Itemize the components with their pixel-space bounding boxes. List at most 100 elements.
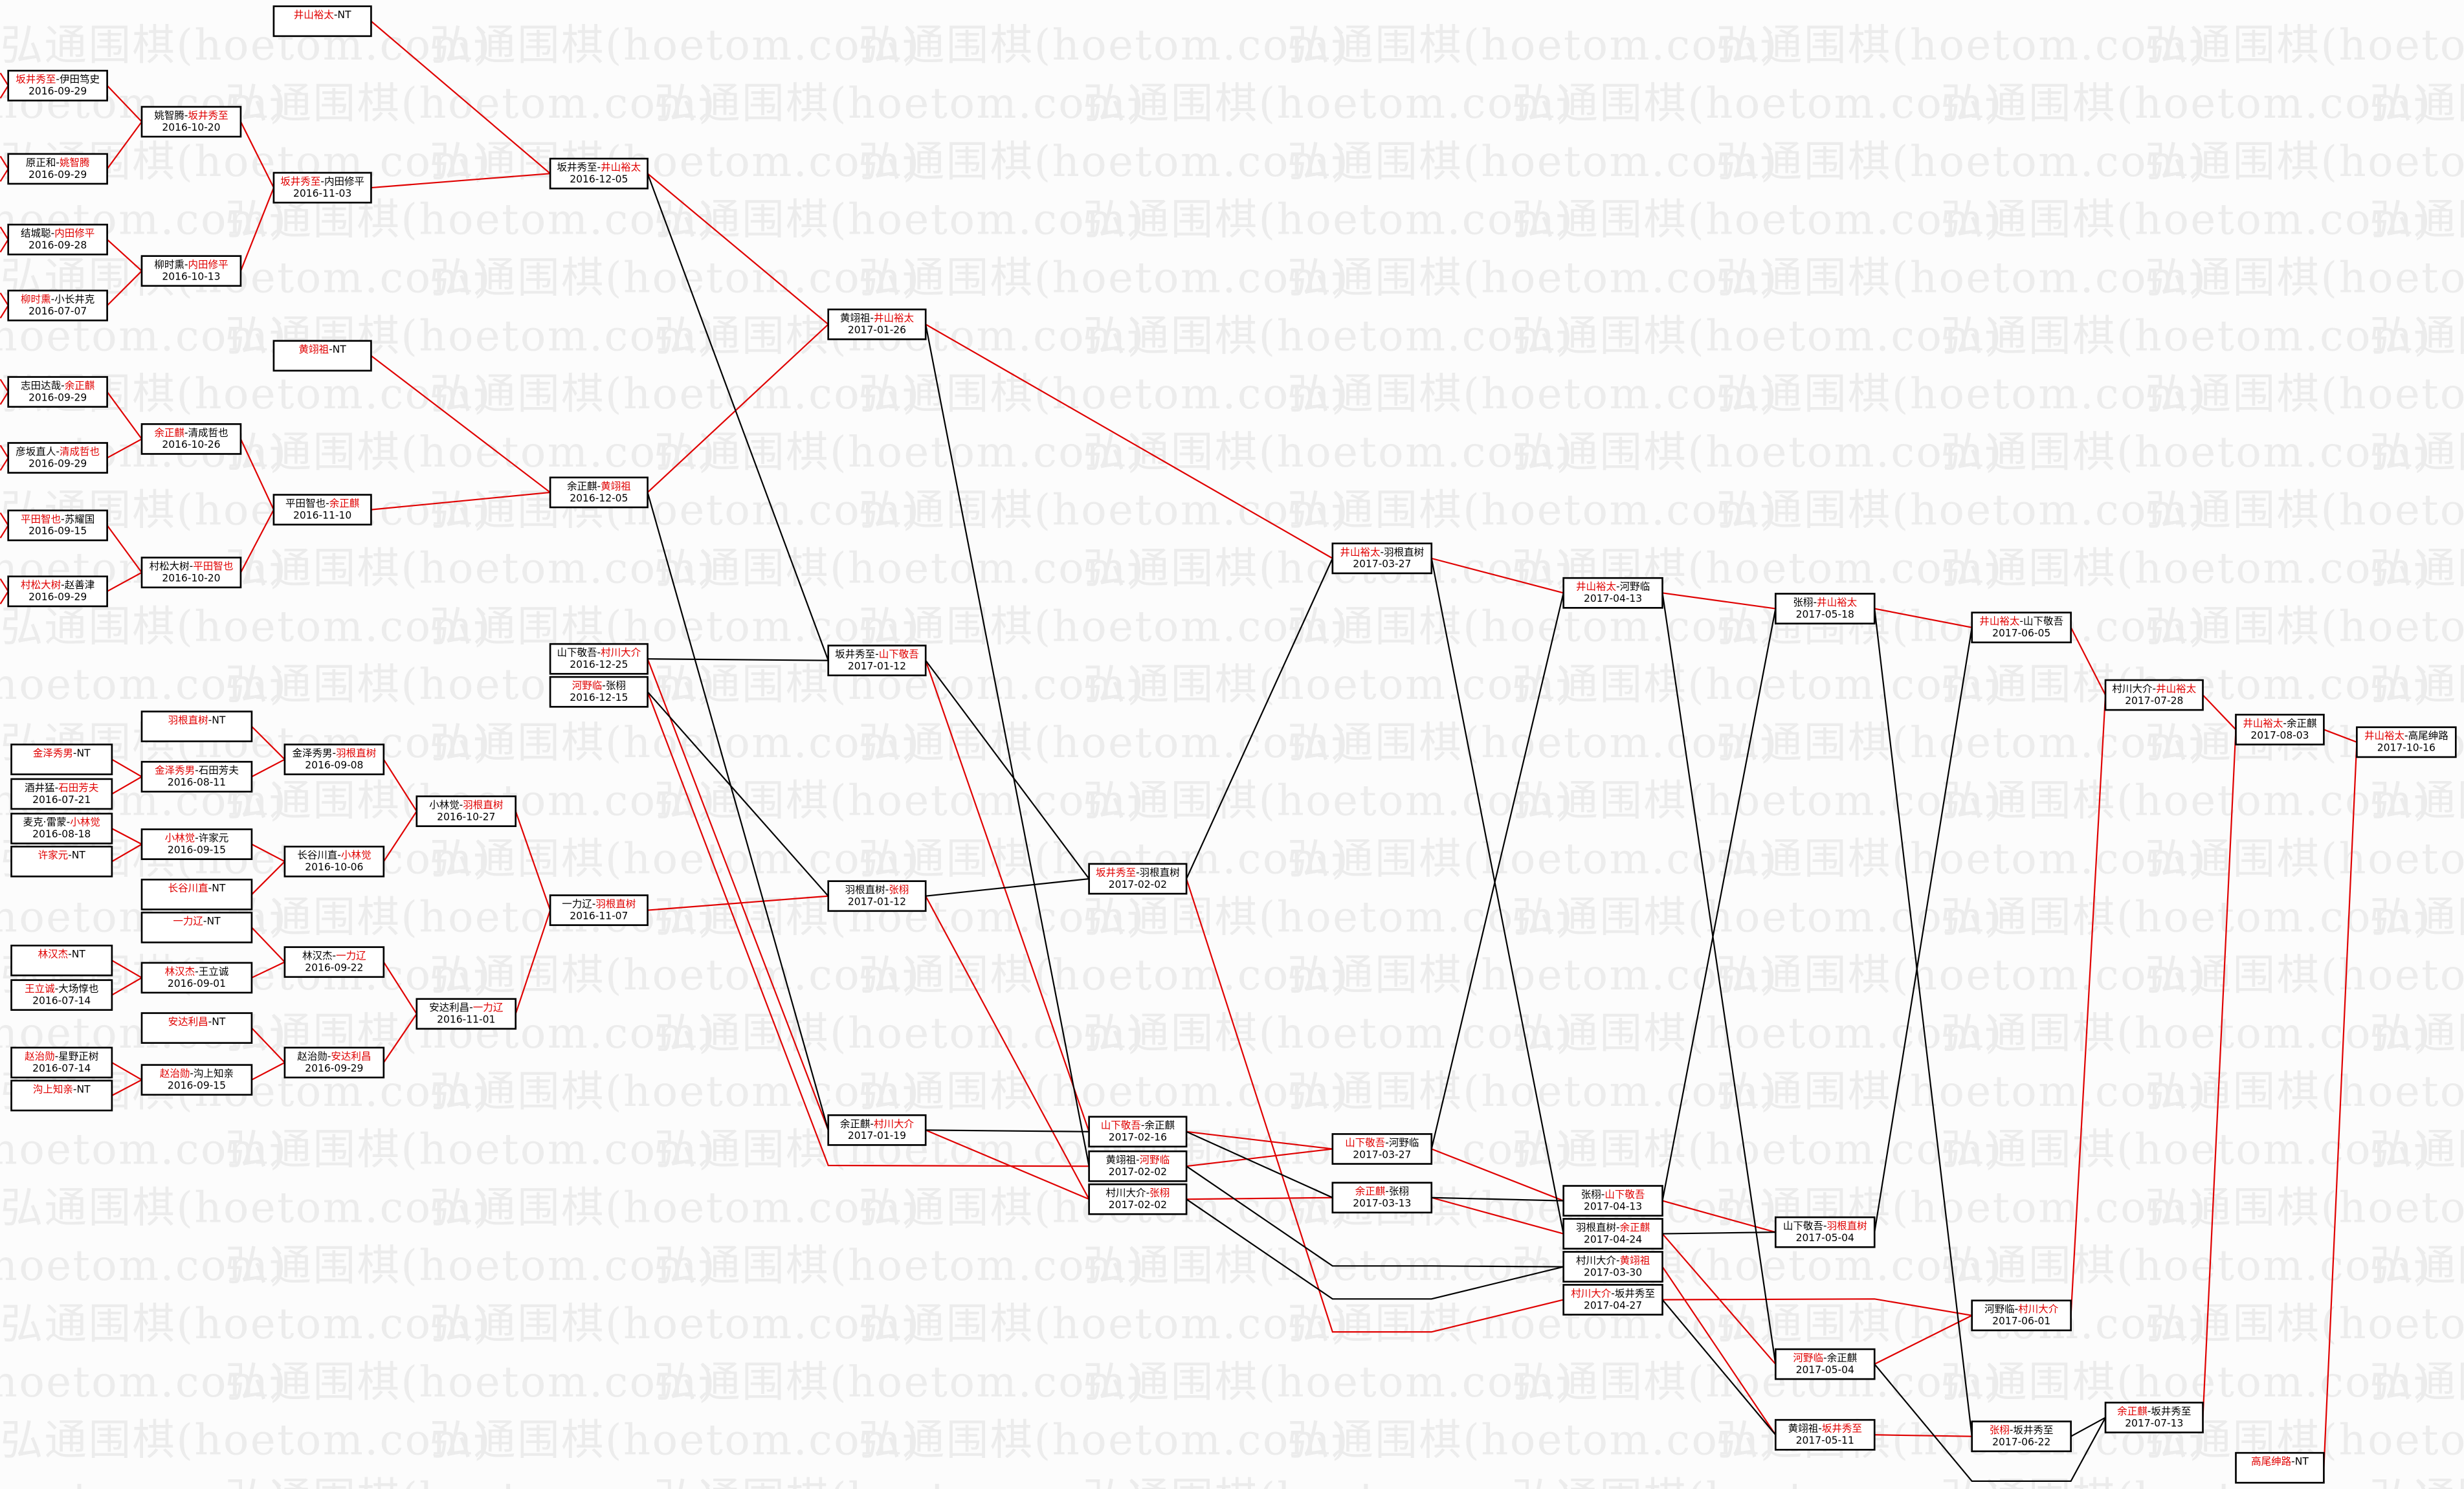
watermark-text: 弘通围棋(hoetom.com) <box>858 21 1349 70</box>
match-box-B5[interactable]: 林汉杰-NT <box>10 944 113 976</box>
separator: - <box>1385 1186 1389 1197</box>
match-box-B4[interactable]: 许家元-NT <box>10 845 113 877</box>
match-box-D1[interactable]: 井山裕太-NT <box>272 5 372 38</box>
separator: - <box>55 983 59 995</box>
player-2: 张栩 <box>1149 1187 1170 1199</box>
player-2: 余正麒 <box>2287 717 2317 729</box>
match-box-border <box>10 812 113 844</box>
watermark-text: 弘通围棋(hoetom.com) <box>1940 544 2432 593</box>
player-2: 黄翊祖 <box>1620 1255 1650 1266</box>
match-box-B1[interactable]: 金泽秀男-NT <box>10 744 113 775</box>
match-box-N2[interactable]: 高尾绅路-NT <box>2235 1451 2325 1484</box>
watermark-text: 弘通围棋(hoetom.com) <box>1940 1241 2432 1290</box>
match-box-C5[interactable]: 羽根直树-NT <box>140 711 253 742</box>
player-1: 村川大介 <box>1571 1288 1612 1299</box>
match-date: 2017-08-03 <box>2250 729 2309 741</box>
match-box-D3[interactable]: 黄翊祖-NT <box>272 340 372 372</box>
watermark-text: 弘通围棋(hoetom.com) <box>1287 718 1778 767</box>
watermark-text: 弘通围棋(hoetom.com) <box>1083 428 1574 477</box>
loser-line-I2-J1 <box>1430 593 1564 1149</box>
watermark-text: 弘通围棋(hoetom.com) <box>429 835 920 884</box>
match-date: 2017-04-13 <box>1584 1200 1642 1212</box>
separator: - <box>208 1016 212 1028</box>
player-1: 羽根直树 <box>845 884 885 896</box>
match-box-border <box>1774 593 1876 624</box>
match-date: 2017-07-28 <box>2125 695 2183 707</box>
watermark-text: 弘通围棋(hoetom.com) <box>654 195 1145 245</box>
match-box-C11[interactable]: 安达利昌-NT <box>140 1012 253 1044</box>
match-box-border <box>7 575 108 608</box>
match-players: 村松大树-平田智也 <box>150 560 234 572</box>
player-1: 高尾绅路 <box>2251 1456 2292 1468</box>
match-box-C8[interactable]: 长谷川直-NT <box>140 878 253 910</box>
winner-line-A8-C4 <box>107 571 142 592</box>
match-box-C9[interactable]: 一力辽-NT <box>140 911 253 943</box>
match-box-B8[interactable]: 沟上知亲-NT <box>10 1079 113 1112</box>
match-players: 坂井秀至-井山裕太 <box>557 162 641 173</box>
player-1: 张栩 <box>1793 597 1813 608</box>
loser-line-F3-G2 <box>647 658 828 661</box>
match-date: 2016-07-21 <box>32 794 91 806</box>
